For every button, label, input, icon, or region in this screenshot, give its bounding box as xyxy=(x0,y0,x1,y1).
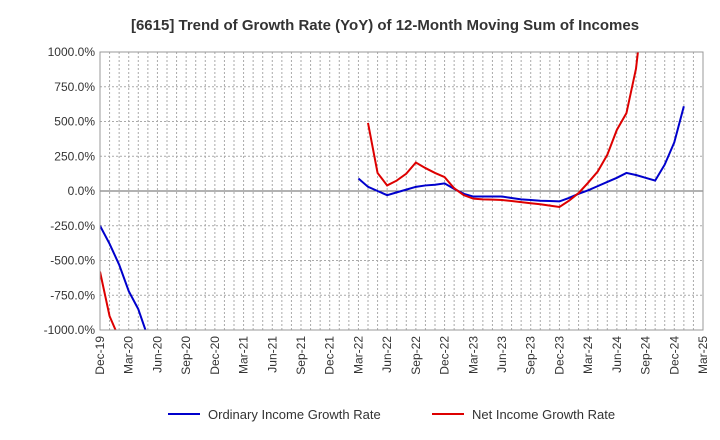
y-tick-label: 1000.0% xyxy=(48,45,96,59)
series-lines xyxy=(100,52,685,330)
x-tick-label: Jun-24 xyxy=(610,336,624,373)
series-line-ordinary-income xyxy=(357,105,685,203)
x-tick-label: Jun-22 xyxy=(380,336,394,373)
x-tick-label: Mar-21 xyxy=(237,336,251,374)
x-tick-label: Jun-21 xyxy=(265,336,279,373)
x-tick-label: Jun-23 xyxy=(495,336,509,373)
y-tick-label: 500.0% xyxy=(54,115,95,129)
legend: Ordinary Income Growth Rate Net Income Gr… xyxy=(168,407,615,422)
y-tick-label: -250.0% xyxy=(50,219,95,233)
x-axis-ticks: Dec-19 Mar-20 Jun-20 Sep-20 Dec-20 Mar-21 Jun-… xyxy=(93,336,710,375)
x-tick-label: Dec-20 xyxy=(208,336,222,375)
plot-border xyxy=(99,51,704,331)
x-tick-label: Mar-22 xyxy=(351,336,365,374)
series-line-net-income xyxy=(100,271,117,330)
x-tick-label: Sep-23 xyxy=(524,336,538,375)
x-tick-label: Dec-23 xyxy=(552,336,566,375)
x-tick-label: Dec-19 xyxy=(93,336,107,375)
x-tick-label: Sep-20 xyxy=(179,336,193,375)
legend-label: Ordinary Income Growth Rate xyxy=(208,407,381,422)
x-tick-label: Mar-20 xyxy=(122,336,136,374)
y-tick-label: 250.0% xyxy=(54,149,95,163)
x-tick-label: Dec-22 xyxy=(438,336,452,375)
y-tick-label: -500.0% xyxy=(50,254,95,268)
x-tick-label: Sep-22 xyxy=(409,336,423,375)
x-tick-label: Sep-21 xyxy=(294,336,308,375)
chart-title: [6615] Trend of Growth Rate (YoY) of 12-… xyxy=(131,17,639,34)
y-tick-label: 0.0% xyxy=(68,184,96,198)
x-tick-label: Sep-24 xyxy=(639,336,653,375)
x-tick-label: Jun-20 xyxy=(150,336,164,373)
series-line-net-income xyxy=(367,52,639,209)
y-axis-ticks: 1000.0% 750.0% 500.0% 250.0% 0.0% -250.0% -500… xyxy=(44,45,96,337)
x-tick-label: Mar-25 xyxy=(696,336,710,374)
y-tick-label: -750.0% xyxy=(50,288,95,302)
y-tick-label: 750.0% xyxy=(54,80,95,94)
y-tick-label: -1000.0% xyxy=(44,323,96,337)
x-tick-label: Dec-21 xyxy=(323,336,337,375)
x-tick-label: Dec-24 xyxy=(667,336,681,375)
x-tick-label: Mar-23 xyxy=(466,336,480,374)
series-line-ordinary-income xyxy=(100,225,147,330)
x-tick-label: Mar-24 xyxy=(581,336,595,374)
legend-label: Net Income Growth Rate xyxy=(472,407,615,422)
